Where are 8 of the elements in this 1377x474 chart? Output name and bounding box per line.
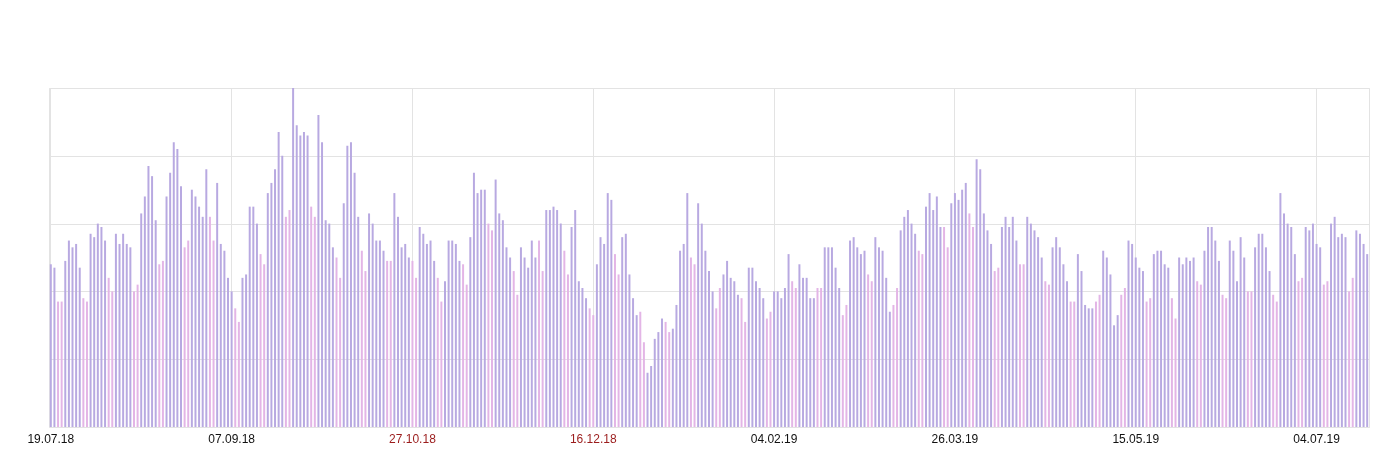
x-tick-label: 16.12.18 [569, 431, 617, 446]
x-tick-label: 15.05.19 [1112, 431, 1160, 446]
x-tick-label: 04.07.19 [1293, 431, 1341, 446]
x-tick-label: 19.07.18 [27, 431, 75, 446]
x-tick-label: 27.10.18 [389, 431, 437, 446]
x-tick-label: 04.02.19 [750, 431, 798, 446]
x-tick-label: 26.03.19 [931, 431, 979, 446]
x-tick-label: 07.09.18 [208, 431, 256, 446]
